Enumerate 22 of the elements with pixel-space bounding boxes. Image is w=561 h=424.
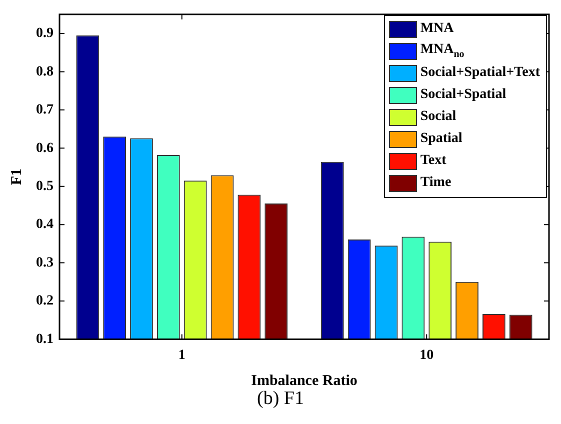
legend-label: Time — [420, 175, 452, 192]
y-tick-label: 0.6 — [36, 140, 54, 156]
legend-label: Spatial — [420, 131, 462, 148]
x-tick-label: 1 — [178, 348, 186, 364]
y-tick-label: 0.9 — [36, 26, 54, 42]
y-tick-label: 0.7 — [36, 102, 54, 118]
y-tick-label: 0.2 — [36, 294, 54, 309]
legend-label: MNA — [420, 21, 454, 38]
x-tick-label: 10 — [420, 348, 434, 364]
legend-label: Social — [420, 109, 456, 126]
legend-label: Text — [420, 153, 446, 170]
y-axis-title: F1 — [8, 168, 25, 186]
y-tick-label: 0.4 — [36, 217, 54, 232]
legend-label: Social+Spatial — [420, 87, 506, 104]
y-tick-label: 0.1 — [36, 332, 54, 347]
text: (b) F1 — [256, 388, 305, 410]
y-tick-label: 0.8 — [36, 64, 54, 80]
y-tick-label: 0.5 — [36, 178, 54, 194]
legend-label: Social+Spatial+Text — [420, 65, 540, 82]
x-axis-title: Imbalance Ratio — [251, 372, 358, 389]
y-tick-label: 0.3 — [36, 255, 54, 270]
legend-label: MNA$_{no}$ — [420, 42, 464, 60]
